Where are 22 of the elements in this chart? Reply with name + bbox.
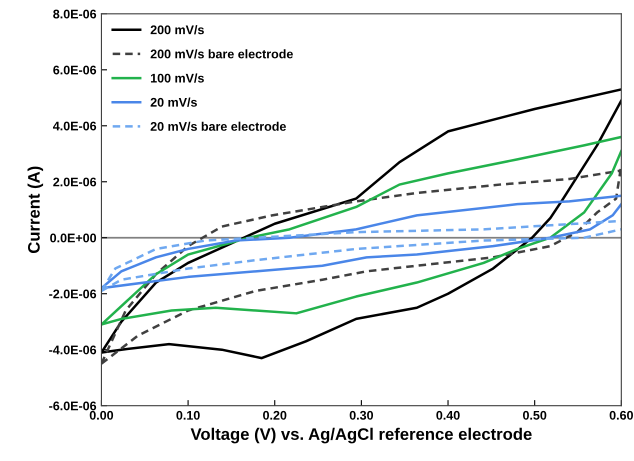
y-tick-label: 0.0E+00 [50, 234, 96, 242]
y-tick-label: 2.0E-06 [53, 178, 96, 186]
x-axis-title: Voltage (V) vs. Ag/AgCl reference electrode [190, 428, 532, 444]
legend-label: 20 mV/s [150, 98, 197, 107]
x-tick-label: 0.00 [90, 410, 114, 420]
legend-label: 200 mV/s [150, 25, 204, 34]
legend-label: 200 mV/s bare electrode [150, 49, 293, 59]
y-tick-label: -6.0E-06 [49, 401, 96, 410]
y-tick-label: -4.0E-06 [49, 346, 96, 354]
y-tick-label: 8.0E-06 [53, 10, 96, 18]
x-tick-label: 0.20 [263, 410, 286, 420]
x-tick-label: 0.50 [523, 410, 546, 420]
x-tick-label: 0.60 [610, 410, 633, 420]
x-tick-label: 0.30 [350, 410, 374, 420]
y-axis-title: Current (A) [28, 166, 44, 254]
x-tick-label: 0.10 [176, 410, 200, 420]
y-tick-label: -2.0E-06 [49, 290, 96, 298]
x-tick-label: 0.40 [436, 410, 460, 420]
legend-label: 100 mV/s [150, 73, 204, 83]
y-tick-label: 6.0E-06 [53, 66, 96, 74]
y-tick-label: 4.0E-06 [52, 122, 96, 130]
legend-label: 20 mV/s bare electrode [150, 122, 286, 131]
